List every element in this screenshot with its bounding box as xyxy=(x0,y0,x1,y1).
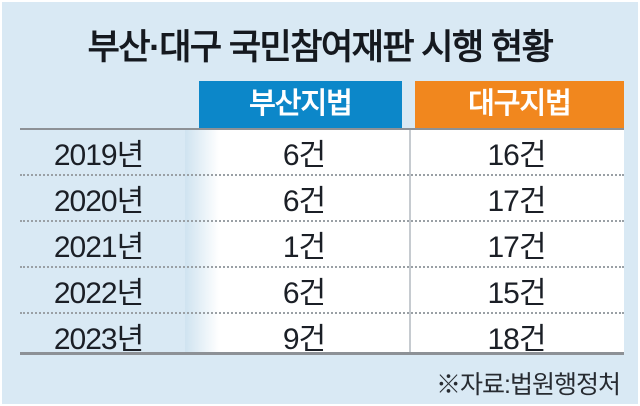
year-cell: 2019년 xyxy=(53,139,144,172)
busan-value-cell: 6건 xyxy=(282,139,326,172)
daegu-value-cell: 17건 xyxy=(487,185,547,218)
column-header-busan: 부산지법 xyxy=(199,81,402,128)
daegu-value-cell: 15건 xyxy=(487,277,547,310)
table-body: 2019년 6건 16건 2020년 6건 17건 2021년 1건 17건 2… xyxy=(20,128,624,356)
table-row: 2023년 9건 18건 xyxy=(20,314,624,358)
table-row: 2021년 1건 17건 xyxy=(20,222,624,268)
chart-title: 부산·대구 국민참여재판 시행 현황 xyxy=(87,28,554,67)
table-row: 2019년 6건 16건 xyxy=(20,130,624,176)
daegu-value-cell: 18건 xyxy=(487,323,547,356)
year-cell: 2020년 xyxy=(53,185,144,218)
year-cell: 2022년 xyxy=(53,277,144,310)
table-row: 2022년 6건 15건 xyxy=(20,268,624,314)
source-attribution: ※자료:법원행정처 xyxy=(436,371,621,399)
busan-value-cell: 9건 xyxy=(282,323,326,356)
busan-value-cell: 1건 xyxy=(282,231,326,264)
table-rows: 2019년 6건 16건 2020년 6건 17건 2021년 1건 17건 2… xyxy=(20,130,624,356)
daegu-value-cell: 16건 xyxy=(487,139,547,172)
table-row: 2020년 6건 17건 xyxy=(20,176,624,222)
data-table: 부산지법 대구지법 2019년 6건 16건 2020년 6건 17건 2021… xyxy=(20,81,624,356)
year-cell: 2021년 xyxy=(53,231,144,264)
column-header-daegu: 대구지법 xyxy=(415,81,624,128)
daegu-value-cell: 17건 xyxy=(487,231,547,264)
busan-value-cell: 6건 xyxy=(282,185,326,218)
year-cell: 2023년 xyxy=(53,323,144,356)
column-divider-line xyxy=(409,130,411,352)
busan-value-cell: 6건 xyxy=(282,277,326,310)
data-cells-background xyxy=(185,130,624,352)
